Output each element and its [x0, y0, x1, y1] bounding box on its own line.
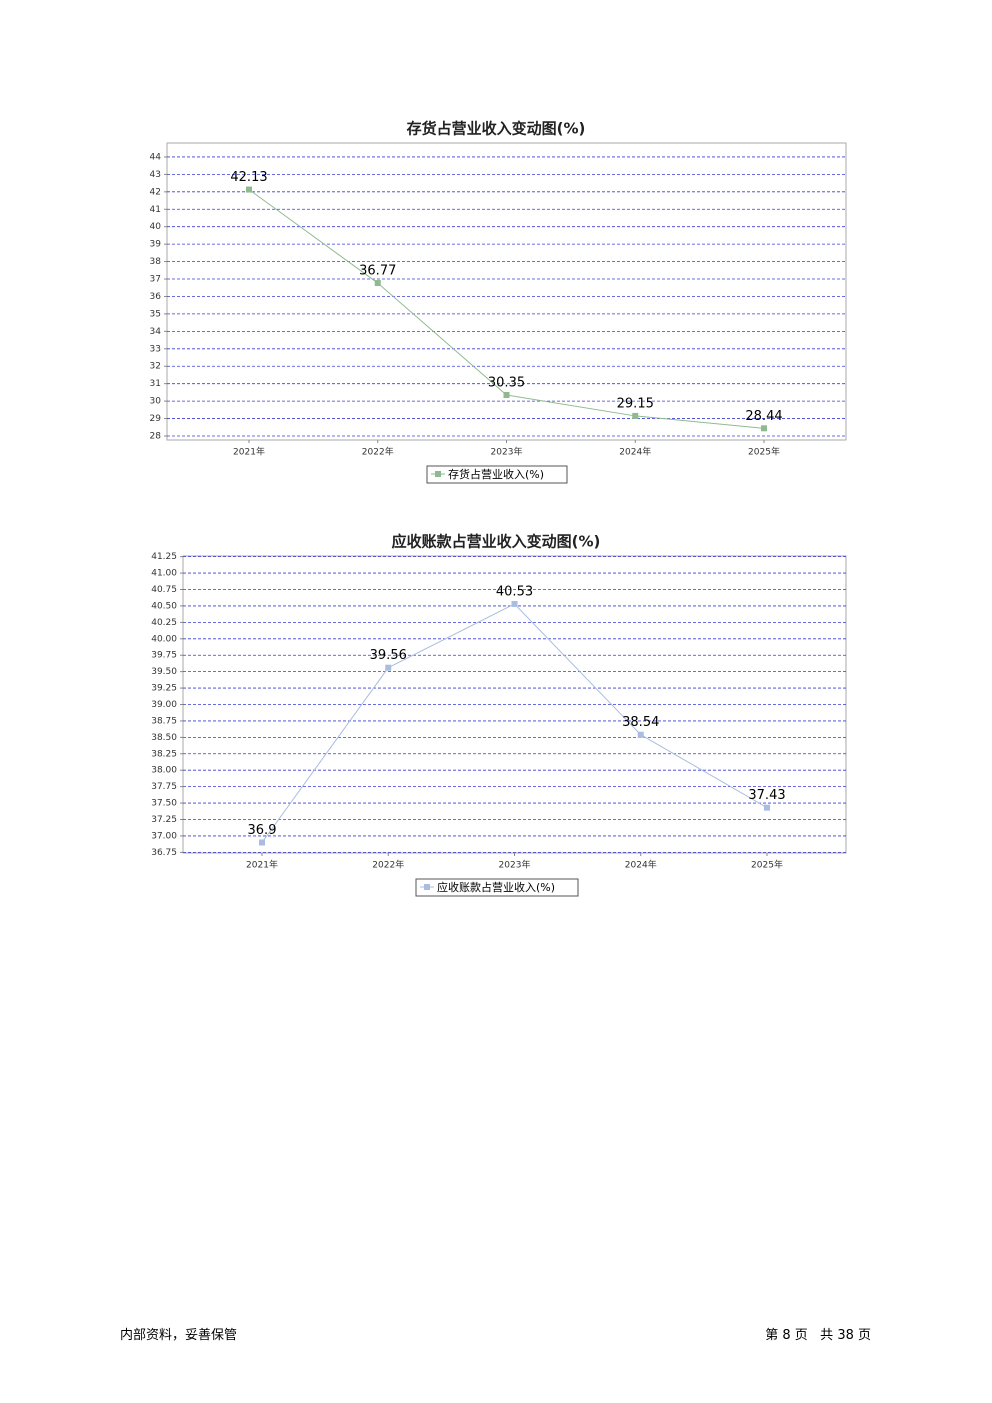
data-label: 36.9 — [248, 823, 277, 838]
y-tick-label: 39 — [150, 240, 162, 250]
y-tick-label: 38.00 — [151, 766, 177, 776]
x-tick-label: 2024年 — [625, 859, 657, 871]
y-tick-label: 38.75 — [151, 716, 177, 726]
plot-area — [166, 142, 847, 441]
x-tick-label: 2024年 — [619, 446, 651, 458]
y-tick-label: 38.25 — [151, 749, 177, 759]
y-tick-label: 37 — [150, 275, 161, 285]
data-label: 39.56 — [370, 648, 407, 663]
data-label: 42.13 — [230, 170, 267, 185]
point-marker — [637, 731, 644, 738]
data-label: 29.15 — [617, 396, 654, 411]
y-tick-label: 40.25 — [151, 618, 177, 628]
data-label: 38.54 — [622, 715, 659, 730]
y-tick-label: 41.00 — [151, 569, 177, 579]
y-tick-label: 37.00 — [151, 831, 177, 841]
x-tick-label: 2023年 — [491, 446, 523, 458]
y-tick-label: 30 — [150, 397, 162, 407]
point-marker — [764, 804, 770, 811]
footer-note: 内部资料，妥善保管 — [120, 1328, 238, 1343]
data-label: 36.77 — [359, 264, 396, 279]
y-tick-label: 34 — [150, 327, 162, 337]
x-tick-label: 2022年 — [362, 446, 394, 458]
x-tick-label: 2022年 — [372, 859, 404, 871]
point-marker — [511, 600, 518, 607]
data-label: 28.44 — [745, 409, 782, 424]
y-tick-label: 39.25 — [151, 684, 177, 694]
point-marker — [503, 392, 510, 399]
legend-marker — [435, 471, 441, 477]
y-tick-label: 40 — [150, 222, 162, 232]
legend-label: 存货占营业收入(%) — [448, 467, 544, 481]
chart-title: 应收账款占营业收入变动图(%) — [392, 533, 601, 551]
y-tick-label: 37.50 — [151, 799, 177, 809]
legend-box — [426, 465, 568, 484]
point-marker — [385, 664, 392, 671]
legend-box — [415, 878, 579, 897]
y-tick-label: 39.75 — [151, 651, 177, 661]
x-tick-label: 2021年 — [246, 859, 278, 871]
y-tick-label: 42 — [150, 187, 161, 197]
x-tick-label: 2025年 — [751, 859, 783, 871]
point-marker — [259, 839, 265, 846]
data-label: 37.43 — [748, 788, 785, 803]
y-tick-label: 35 — [150, 309, 161, 319]
y-tick-label: 36.75 — [151, 848, 177, 858]
page-number: 第 8 页 共 38 页 — [765, 1328, 871, 1343]
data-label: 40.53 — [496, 584, 533, 599]
y-tick-label: 41 — [150, 205, 161, 215]
point-marker — [246, 186, 252, 193]
y-tick-label: 38 — [150, 257, 162, 267]
point-marker — [761, 425, 767, 432]
x-tick-label: 2025年 — [748, 446, 780, 458]
point-marker — [632, 412, 639, 419]
y-tick-label: 38.50 — [151, 733, 177, 743]
y-tick-label: 40.50 — [151, 601, 177, 611]
y-tick-label: 37.25 — [151, 815, 177, 825]
point-marker — [374, 280, 381, 287]
y-tick-label: 28 — [150, 431, 162, 441]
y-tick-label: 40.00 — [151, 634, 177, 644]
legend-label: 应收账款占营业收入(%) — [437, 880, 555, 894]
charts: 存货占营业收入变动图(%) 28 29 30 31 32 33 34 35 36 37 38 39 40 4… — [150, 120, 847, 897]
y-tick-label: 41.25 — [151, 552, 177, 562]
y-tick-label: 33 — [150, 344, 161, 354]
y-tick-label: 36 — [150, 292, 162, 302]
data-label: 30.35 — [488, 376, 525, 391]
y-tick-label: 44 — [150, 152, 162, 162]
y-tick-label: 32 — [150, 362, 161, 372]
y-tick-label: 39.50 — [151, 667, 177, 677]
y-tick-label: 31 — [150, 379, 161, 389]
chart-title: 存货占营业收入变动图(%) — [407, 120, 586, 138]
y-tick-label: 37.75 — [151, 782, 177, 792]
legend-marker — [424, 884, 430, 890]
y-tick-label: 39.00 — [151, 700, 177, 710]
y-tick-label: 43 — [150, 170, 161, 180]
y-tick-label: 29 — [150, 414, 162, 424]
y-tick-label: 40.75 — [151, 585, 177, 595]
x-tick-label: 2021年 — [233, 446, 265, 458]
x-tick-label: 2023年 — [499, 859, 531, 871]
